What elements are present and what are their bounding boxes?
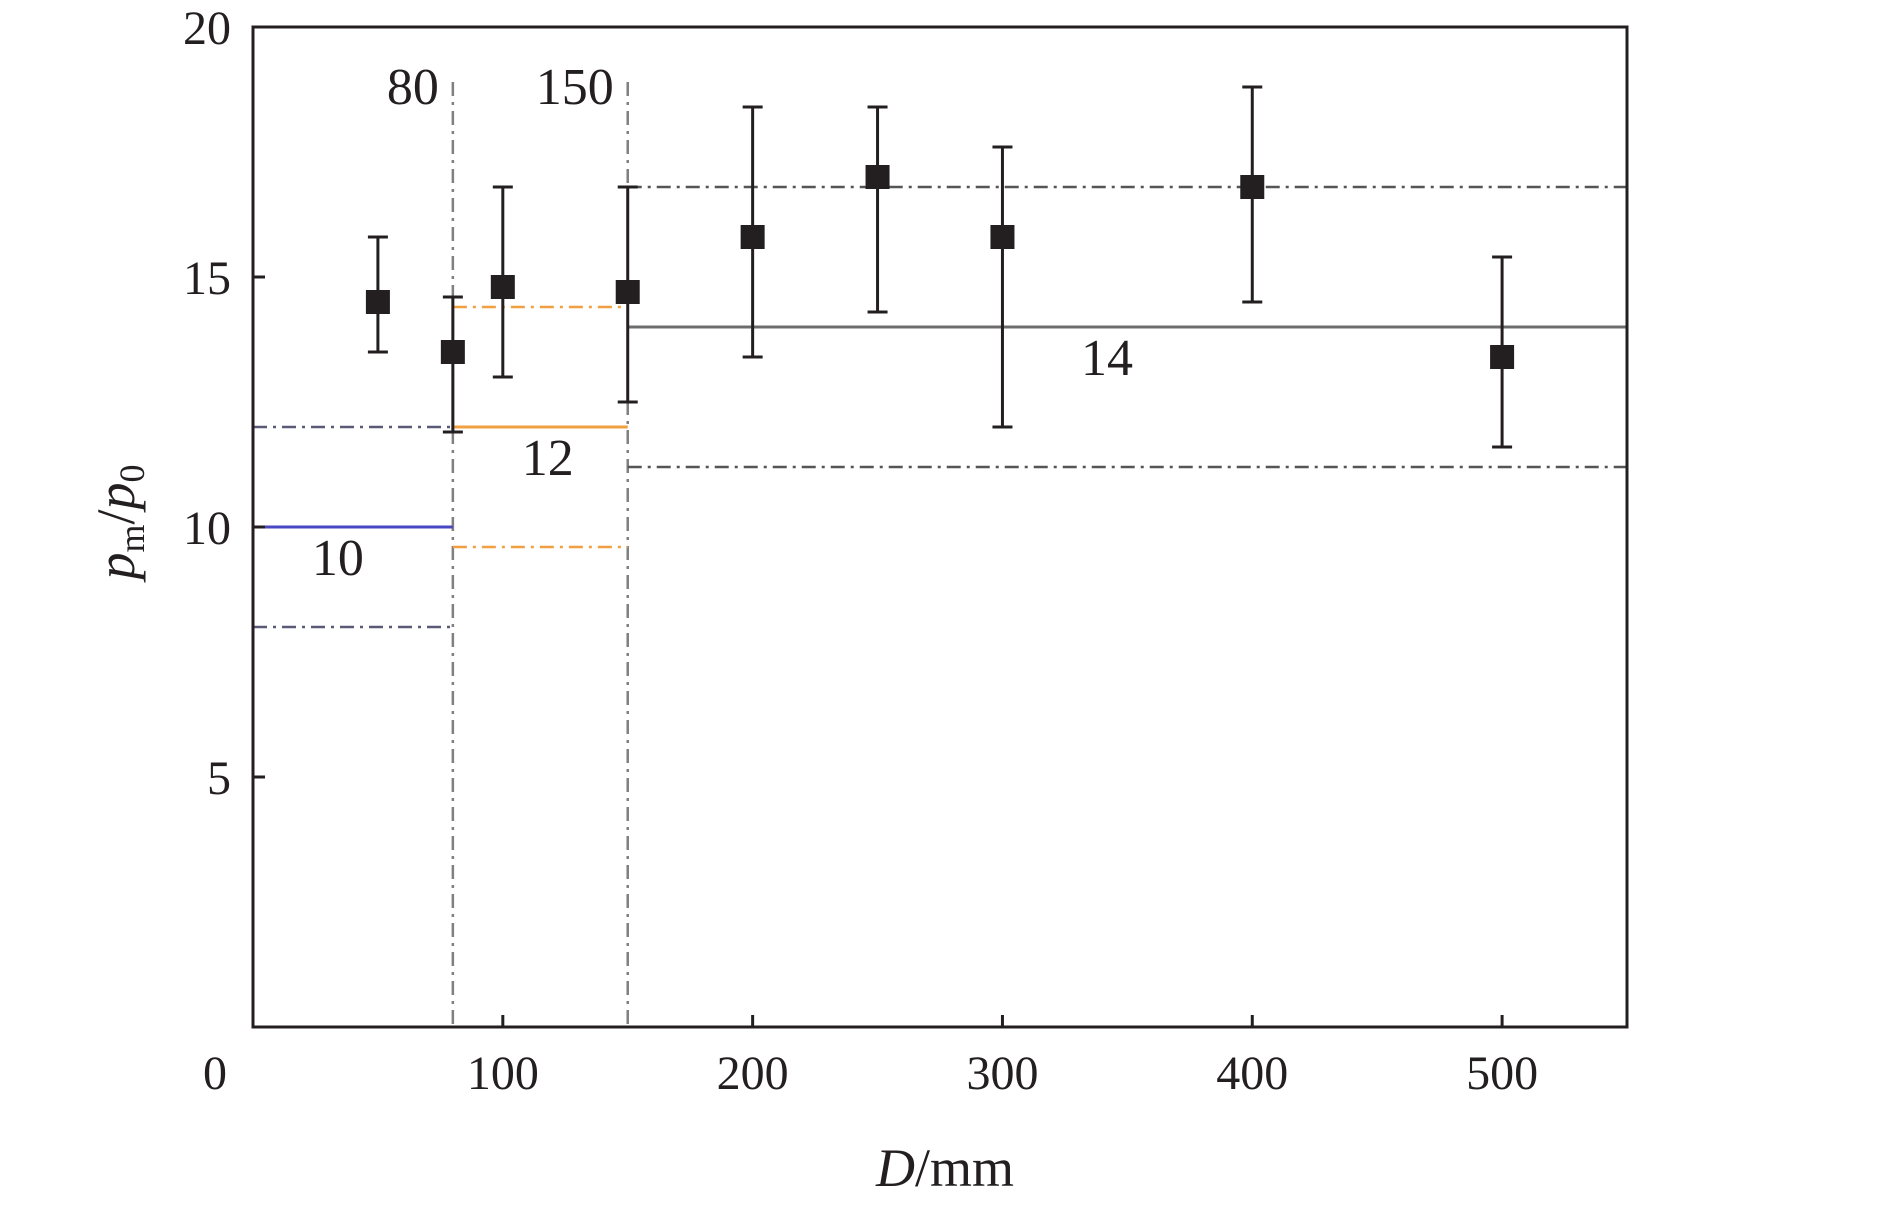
axis-ticks: 0 100 200 300 400 500 5 10 15 20 [183, 2, 1538, 1100]
reference-lines [253, 82, 1627, 1027]
segment-label-10: 10 [312, 530, 364, 587]
y-tick-label-20: 20 [183, 2, 231, 55]
vline-label-80: 80 [387, 59, 439, 116]
annotations: 80 150 10 12 14 [312, 59, 1133, 587]
data-point-500 [1490, 345, 1515, 369]
y-axis-title-den: p [86, 482, 146, 513]
y-axis-title-sep: / [86, 509, 146, 524]
data-points [365, 85, 1515, 449]
segment-label-12: 12 [522, 430, 574, 487]
x-tick-label-100: 100 [467, 1047, 539, 1100]
y-axis-title-num-sub: m [112, 525, 152, 553]
vline-label-150: 150 [536, 59, 614, 116]
y-axis-title-num: p [86, 553, 146, 584]
y-tick-label-15: 15 [183, 252, 231, 305]
data-point-80 [440, 340, 465, 364]
data-point-150 [615, 280, 640, 304]
x-tick-label-500: 500 [1466, 1047, 1538, 1100]
y-axis-title-den-sub: 0 [112, 464, 152, 482]
y-axis-title: pm/p0 [86, 464, 152, 583]
x-tick-label-200: 200 [717, 1047, 789, 1100]
x-axis-title-var: D [875, 1138, 915, 1198]
data-point-100 [490, 275, 515, 299]
y-tick-label-5: 5 [207, 752, 231, 805]
x-tick-label-400: 400 [1216, 1047, 1288, 1100]
data-point-300 [990, 225, 1015, 249]
x-tick-label-300: 300 [966, 1047, 1038, 1100]
x-axis-title-unit: /mm [915, 1138, 1014, 1198]
y-tick-label-10: 10 [183, 502, 231, 555]
data-point-400 [1240, 175, 1265, 199]
data-point-200 [740, 225, 765, 249]
x-axis-title: D/mm [875, 1138, 1014, 1198]
x-tick-label-0: 0 [203, 1047, 227, 1100]
plot-frame [251, 25, 1629, 1029]
data-point-50 [365, 290, 390, 314]
segment-label-14: 14 [1081, 330, 1133, 387]
data-point-250 [865, 165, 890, 189]
